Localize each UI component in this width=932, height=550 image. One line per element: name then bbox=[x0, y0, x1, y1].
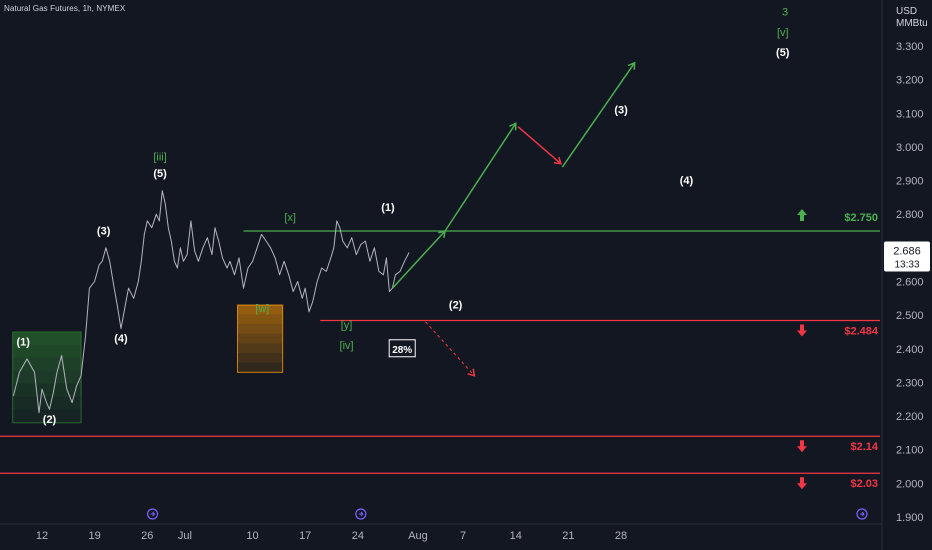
x-tick-label: 14 bbox=[510, 530, 522, 542]
currency-label: USD bbox=[896, 6, 926, 18]
event-marker-icon[interactable] bbox=[356, 509, 366, 519]
y-tick-label: 2.000 bbox=[896, 478, 924, 490]
wave-label-7: [w] bbox=[255, 303, 269, 315]
level-label-2: $2.14 bbox=[850, 441, 878, 453]
y-tick-label: 3.100 bbox=[896, 108, 924, 120]
level-label-3: $2.03 bbox=[850, 478, 878, 490]
x-tick-label: 7 bbox=[460, 530, 466, 542]
x-tick-label: 28 bbox=[615, 530, 627, 542]
level-label-1: $2.484 bbox=[844, 326, 879, 338]
wave-label-4: (5) bbox=[153, 168, 167, 180]
wave-label-5: [iii] bbox=[153, 151, 166, 163]
wave-label-2: (3) bbox=[97, 225, 111, 237]
y-tick-label: 2.100 bbox=[896, 445, 924, 457]
event-marker-icon[interactable] bbox=[857, 509, 867, 519]
y-tick-label: 2.800 bbox=[896, 209, 924, 221]
event-marker-icon[interactable] bbox=[148, 509, 158, 519]
zone-band bbox=[13, 358, 81, 371]
x-tick-label: 17 bbox=[299, 530, 311, 542]
wave-label-14: (5) bbox=[776, 47, 790, 59]
y-tick-label: 3.000 bbox=[896, 142, 924, 154]
price-unit-label: USD MMBtu bbox=[896, 6, 926, 30]
y-tick-label: 2.500 bbox=[896, 310, 924, 322]
symbol-title: Natural Gas Futures, 1h, NYMEX bbox=[4, 4, 125, 13]
zone-band bbox=[238, 343, 283, 353]
wave-label-11: (2) bbox=[449, 299, 463, 311]
zone-band bbox=[238, 334, 283, 344]
level-label-0: $2.750 bbox=[844, 212, 878, 224]
y-tick-label: 2.300 bbox=[896, 377, 924, 389]
x-tick-label: 12 bbox=[36, 530, 48, 542]
y-tick-label: 2.900 bbox=[896, 176, 924, 188]
x-tick-label: 24 bbox=[352, 530, 364, 542]
wave-label-1: (2) bbox=[43, 414, 57, 426]
probability-label: 28% bbox=[392, 345, 412, 356]
wave-label-6: [x] bbox=[284, 212, 296, 224]
zone-band bbox=[238, 353, 283, 363]
x-tick-label: 21 bbox=[562, 530, 574, 542]
y-tick-label: 2.400 bbox=[896, 344, 924, 356]
y-tick-label: 1.900 bbox=[896, 512, 924, 524]
x-tick-label: Jul bbox=[178, 530, 192, 542]
zone-band bbox=[238, 363, 283, 373]
x-tick-label: 19 bbox=[89, 530, 101, 542]
wave-label-8: [y] bbox=[341, 320, 353, 332]
zone-band bbox=[13, 384, 81, 397]
y-tick-label: 3.300 bbox=[896, 41, 924, 53]
wave-label-9: [iv] bbox=[340, 340, 354, 352]
wave-label-10: (1) bbox=[381, 202, 395, 214]
x-tick-label: 10 bbox=[246, 530, 258, 542]
last-price-label: 2.686 bbox=[893, 246, 921, 258]
zone-band bbox=[13, 371, 81, 384]
y-tick-label: 3.200 bbox=[896, 75, 924, 87]
wave-label-12: (3) bbox=[614, 104, 628, 116]
wave-label-0: (1) bbox=[16, 336, 30, 348]
zone-band bbox=[238, 324, 283, 334]
x-tick-label: Aug bbox=[408, 530, 428, 542]
countdown-label: 13:33 bbox=[894, 260, 919, 271]
wave-label-15: [v] bbox=[777, 27, 789, 39]
unit-label: MMBtu bbox=[896, 18, 926, 30]
zone-box-1 bbox=[238, 305, 283, 372]
wave-label-3: (4) bbox=[114, 333, 128, 345]
y-tick-label: 2.600 bbox=[896, 276, 924, 288]
zone-band bbox=[238, 315, 283, 325]
x-tick-label: 26 bbox=[141, 530, 153, 542]
wave-label-16: 3 bbox=[782, 7, 788, 19]
y-tick-label: 2.200 bbox=[896, 411, 924, 423]
wave-label-13: (4) bbox=[680, 175, 694, 187]
